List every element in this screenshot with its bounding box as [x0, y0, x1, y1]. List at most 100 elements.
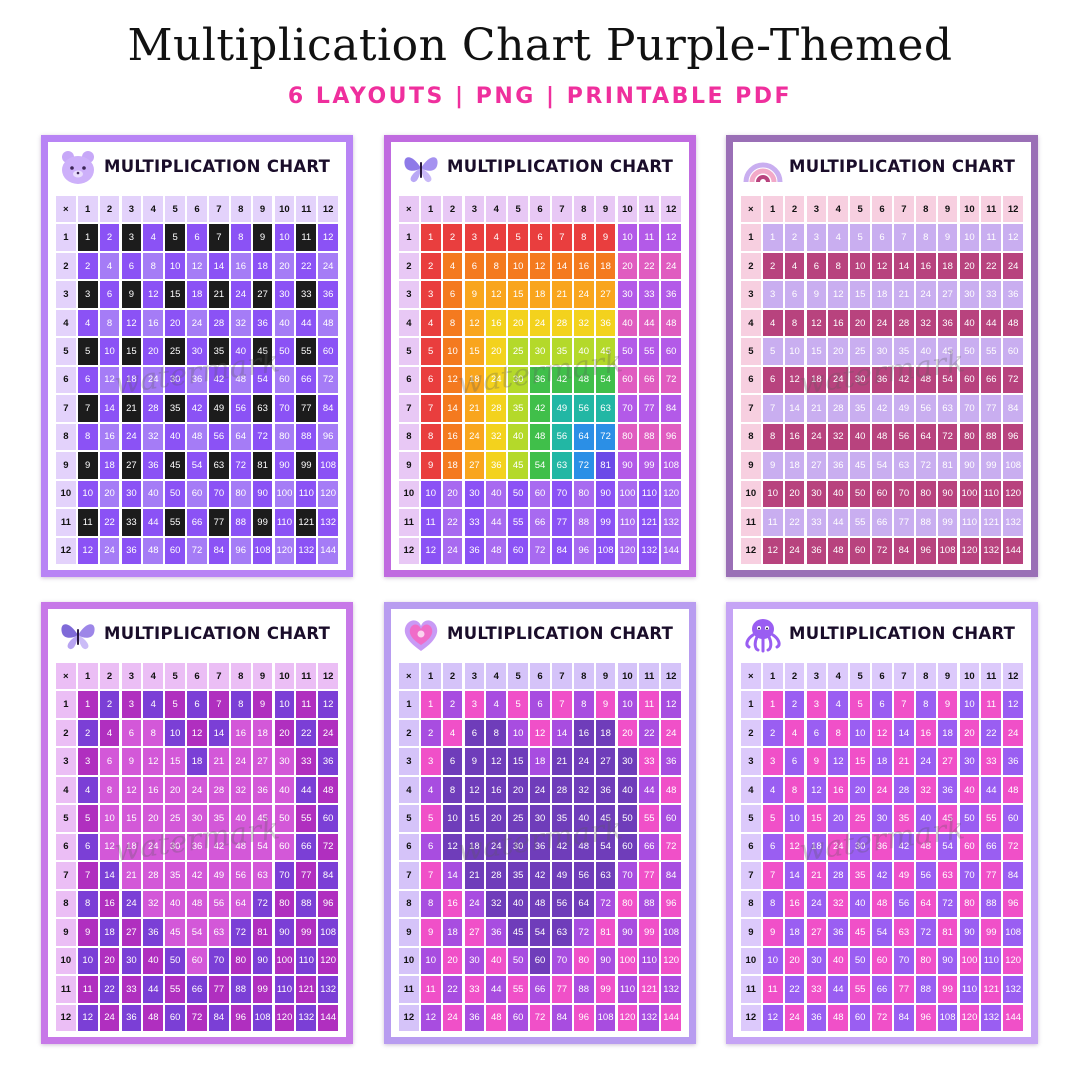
- grid-product-cell: 5: [762, 805, 783, 832]
- chart-card[interactable]: MULTIPLICATION CHART × 1 2 3 4 5 6 7 8 9 10 11 12 1 1 2…: [41, 602, 353, 1044]
- grid-product-cell: 48: [661, 776, 681, 804]
- grid-product-cell: 28: [552, 309, 572, 337]
- chart-card[interactable]: MULTIPLICATION CHART × 1 2 3 4 5 6 7 8 9 10 11 12 1 1 2…: [726, 135, 1038, 577]
- grid-product-cell: 40: [508, 890, 528, 918]
- grid-product-cell: 64: [230, 423, 251, 451]
- grid-product-cell: 70: [894, 947, 914, 975]
- grid-product-cell: 6: [762, 833, 783, 861]
- grid-product-cell: 56: [209, 423, 229, 451]
- grid-product-cell: 18: [187, 281, 207, 308]
- grid-row-header: 6: [56, 366, 76, 394]
- grid-product-cell: 48: [143, 537, 164, 564]
- grid-product-cell: 66: [639, 833, 660, 861]
- grid-product-cell: 132: [296, 537, 317, 564]
- grid-product-cell: 60: [661, 805, 681, 832]
- grid-row-header: 3: [399, 281, 419, 308]
- grid-row-header: 8: [741, 423, 761, 451]
- grid-product-cell: 20: [617, 252, 638, 280]
- chart-card[interactable]: MULTIPLICATION CHART × 1 2 3 4 5 6 7 8 9 10 11 12 1 1 2…: [41, 135, 353, 577]
- grid-product-cell: 40: [274, 776, 295, 804]
- grid-row-header: 6: [56, 833, 76, 861]
- grid-product-cell: 48: [872, 890, 892, 918]
- grid-product-cell: 10: [99, 338, 120, 365]
- grid-product-cell: 24: [187, 776, 207, 804]
- chart-card[interactable]: MULTIPLICATION CHART × 1 2 3 4 5 6 7 8 9 10 11 12 1 1 2…: [726, 602, 1038, 1044]
- grid-product-cell: 45: [252, 338, 273, 365]
- grid-product-cell: 21: [806, 862, 827, 889]
- grid-product-cell: 108: [1003, 452, 1023, 479]
- grid-product-cell: 45: [850, 452, 870, 479]
- grid-product-cell: 54: [595, 833, 616, 861]
- grid-product-cell: 99: [639, 452, 660, 479]
- grid-product-cell: 5: [77, 805, 98, 832]
- grid-product-cell: 36: [121, 1004, 142, 1031]
- grid-product-cell: 7: [762, 862, 783, 889]
- grid-product-cell: 70: [894, 480, 914, 508]
- grid-product-cell: 144: [661, 537, 681, 564]
- grid-column-header: 7: [209, 663, 229, 690]
- grid-column-header: 6: [530, 663, 550, 690]
- grid-product-cell: 20: [99, 947, 120, 975]
- grid-product-cell: 5: [420, 805, 441, 832]
- grid-product-cell: 4: [77, 309, 98, 337]
- grid-row-header: 12: [741, 537, 761, 564]
- grid-product-cell: 55: [981, 338, 1002, 365]
- grid-row-header: 9: [399, 452, 419, 479]
- grid-product-cell: 7: [894, 224, 914, 251]
- grid-product-cell: 70: [209, 947, 229, 975]
- chart-card[interactable]: MULTIPLICATION CHART × 1 2 3 4 5 6 7 8 9 10 11 12 1 1 2…: [384, 135, 696, 577]
- grid-row-header: 1: [741, 691, 761, 718]
- grid-product-cell: 16: [828, 309, 849, 337]
- grid-product-cell: 36: [828, 452, 849, 479]
- grid-product-cell: 30: [530, 338, 550, 365]
- grid-product-cell: 11: [420, 976, 441, 1003]
- grid-column-header: 8: [573, 663, 594, 690]
- grid-product-cell: 88: [296, 423, 317, 451]
- grid-product-cell: 88: [573, 976, 594, 1003]
- grid-product-cell: 27: [806, 919, 827, 946]
- grid-product-cell: 54: [252, 833, 273, 861]
- grid-product-cell: 12: [762, 537, 783, 564]
- grid-product-cell: 3: [77, 748, 98, 775]
- grid-product-cell: 50: [165, 947, 185, 975]
- grid-column-header: 8: [915, 196, 936, 223]
- grid-product-cell: 18: [464, 366, 485, 394]
- grid-product-cell: 66: [530, 976, 550, 1003]
- grid-product-cell: 9: [121, 748, 142, 775]
- grid-product-cell: 11: [981, 224, 1002, 251]
- grid-product-cell: 64: [573, 890, 594, 918]
- grid-row-header: 5: [741, 338, 761, 365]
- multiplication-grid: × 1 2 3 4 5 6 7 8 9 10 11 12 1 1 2 3 4 5 6 7 8 9 10 11 12 2 2 4 6 8 10 1…: [56, 196, 338, 564]
- grid-product-cell: 6: [530, 224, 550, 251]
- grid-product-cell: 4: [99, 719, 120, 747]
- grid-product-cell: 63: [894, 452, 914, 479]
- grid-column-header: 10: [274, 196, 295, 223]
- card-header: MULTIPLICATION CHART: [391, 609, 689, 659]
- grid-product-cell: 12: [143, 748, 164, 775]
- chart-card[interactable]: MULTIPLICATION CHART × 1 2 3 4 5 6 7 8 9 10 11 12 1 1 2…: [384, 602, 696, 1044]
- grid-product-cell: 63: [937, 862, 958, 889]
- grid-column-header: 5: [165, 663, 185, 690]
- grid-product-cell: 9: [252, 691, 273, 718]
- grid-product-cell: 36: [143, 452, 164, 479]
- grid-product-cell: 84: [209, 537, 229, 564]
- grid-product-cell: 72: [230, 452, 251, 479]
- grid-product-cell: 12: [828, 748, 849, 775]
- grid-product-cell: 9: [77, 452, 98, 479]
- grid-product-cell: 36: [828, 919, 849, 946]
- grid-product-cell: 72: [915, 919, 936, 946]
- grid-product-cell: 6: [187, 691, 207, 718]
- grid-product-cell: 55: [850, 509, 870, 536]
- grid-product-cell: 6: [464, 252, 485, 280]
- grid-row-header: 4: [741, 776, 761, 804]
- grid-column-header: 3: [464, 663, 485, 690]
- grid-product-cell: 50: [959, 805, 980, 832]
- grid-column-header: 12: [318, 663, 338, 690]
- grid-product-cell: 4: [420, 776, 441, 804]
- grid-product-cell: 16: [442, 890, 463, 918]
- grid-column-header: 2: [784, 663, 805, 690]
- grid-product-cell: 121: [296, 509, 317, 536]
- grid-column-header: 3: [806, 663, 827, 690]
- grid-product-cell: 5: [420, 338, 441, 365]
- grid-product-cell: 80: [915, 480, 936, 508]
